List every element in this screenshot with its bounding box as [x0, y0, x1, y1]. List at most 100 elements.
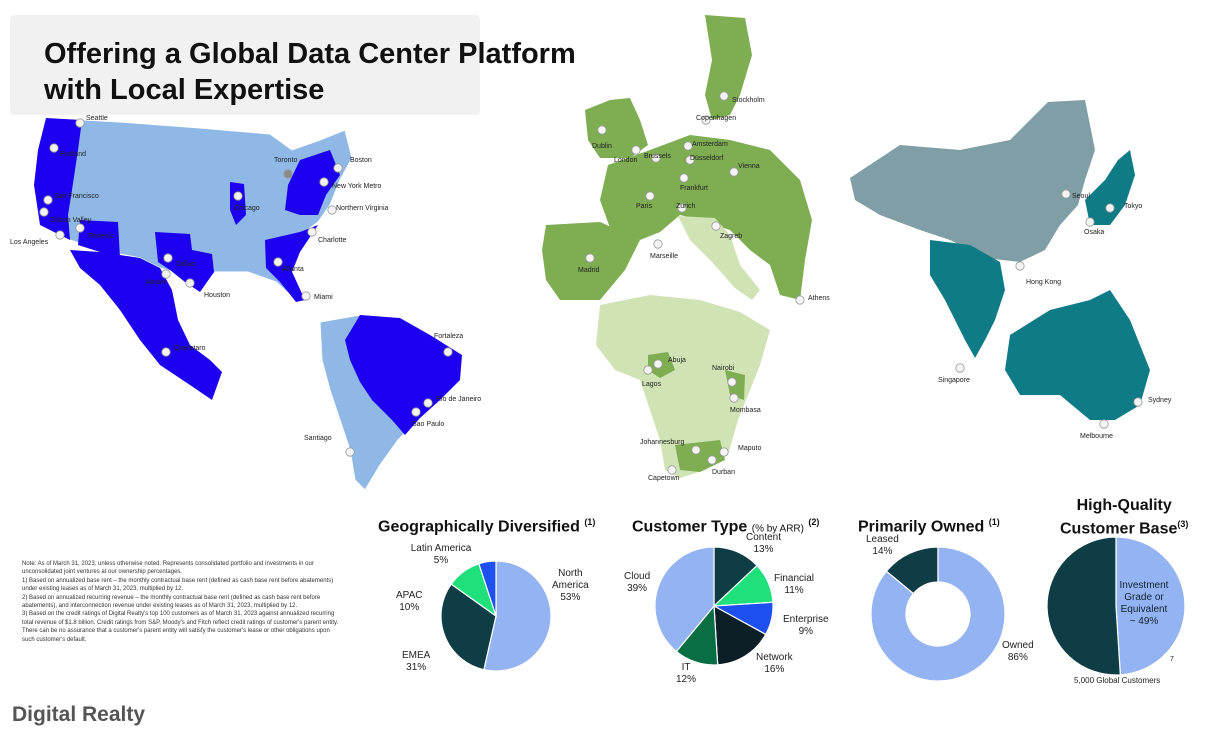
- geo-chart-note: (1): [584, 517, 596, 527]
- city-marker-northern-virginia: [327, 205, 337, 215]
- city-marker-dublin: [597, 125, 607, 135]
- city-marker-dallas: [163, 253, 173, 263]
- city-markers: Seattle Portland San Francisco Silicon Vall…: [10, 91, 1172, 482]
- city-label-johannesburg: Johannesburg: [640, 439, 684, 446]
- owned-chart-note: (1): [988, 517, 1000, 527]
- customer-label-content: Content 13%: [746, 532, 782, 555]
- city-label-northern-virginia: Northern Virginia: [336, 205, 389, 212]
- city-marker-d-sseldorf: [685, 155, 695, 165]
- city-marker-lagos: [643, 365, 653, 375]
- geo-label-north-america: North America 53%: [552, 568, 589, 603]
- city-label-charlotte: Charlotte: [318, 237, 347, 244]
- city-marker-stockholm: [719, 91, 729, 101]
- footnote-2: 2) Based on annualized recurring revenue…: [22, 594, 321, 610]
- owned-label-leased: Leased 14%: [866, 534, 899, 557]
- city-label-san-francisco: San Francisco: [54, 193, 99, 200]
- city-marker-brussels: [651, 153, 661, 163]
- quality-footer-text: 5,000 Global Customers: [1074, 676, 1161, 685]
- europe-africa-map: [542, 15, 812, 478]
- quality-label-investment-grade: Investment Grade or Equivalent ~ 49%: [1119, 580, 1169, 627]
- footnote-note: Note: As of March 31, 2023, unless other…: [22, 561, 314, 576]
- city-marker-durban: [707, 455, 717, 465]
- city-marker-fortaleza: [443, 347, 453, 357]
- city-label-zurich: Zurich: [676, 203, 696, 210]
- city-label-rio-de-janeiro: Rio de Janeiro: [436, 396, 481, 403]
- city-label-miami: Miami: [314, 294, 333, 301]
- customer-chart-title: Customer Type (% by ARR) (2): [632, 513, 819, 538]
- pie-slice-other: [1046, 536, 1121, 676]
- city-marker-new-york-metro: [319, 177, 329, 187]
- slide: Seattle Portland San Francisco Silicon Vall…: [10, 15, 1189, 685]
- owned-donut-chart: [870, 546, 1006, 682]
- geo-chart-title-text: Geographically Diversified: [378, 518, 580, 536]
- city-marker-capetown: [667, 465, 677, 475]
- city-marker-los-angeles: [55, 230, 65, 240]
- pie-slice-owned: [870, 546, 1006, 682]
- city-label-dallas: Dallas: [176, 261, 196, 268]
- city-label-chicago: Chicago: [234, 205, 260, 212]
- city-marker-zurich: [677, 203, 687, 213]
- geo-pie-chart: [440, 560, 552, 672]
- city-label-sao-paulo: Sao Paulo: [412, 421, 444, 428]
- world-map: Seattle Portland San Francisco Silicon Vall…: [10, 15, 1172, 491]
- arizona-shape: [78, 220, 120, 258]
- customer-label-network: Network 16%: [756, 652, 793, 675]
- customer-label-financial: Financial 11%: [774, 573, 815, 596]
- customer-chart-unit: (% by ARR): [751, 523, 804, 535]
- city-label-maputo: Maputo: [738, 445, 761, 452]
- quality-corner-mark: 7: [1170, 656, 1174, 663]
- city-marker-athens: [795, 295, 805, 305]
- city-label-atlanta: Atlanta: [282, 266, 304, 273]
- city-label-toronto: Toronto: [274, 157, 297, 164]
- city-marker-melbourne: [1099, 419, 1109, 429]
- footnote-1: 1) Based on annualized base rent – the m…: [22, 577, 334, 593]
- city-label-london: London: [614, 157, 637, 164]
- city-label-amsterdam: Amsterdam: [692, 141, 728, 148]
- city-marker-madrid: [585, 253, 595, 263]
- city-marker-sydney: [1133, 397, 1143, 407]
- city-label-dublin: Dublin: [592, 143, 612, 150]
- city-label-singapore: Singapore: [938, 377, 970, 384]
- city-label-lagos: Lagos: [642, 381, 662, 388]
- city-marker-paris: [645, 191, 655, 201]
- city-marker-singapore: [955, 363, 965, 373]
- pie-slice-north-america: [483, 560, 552, 672]
- city-label-madrid: Madrid: [578, 267, 600, 274]
- geo-label-latin-america: Latin America 5%: [410, 543, 472, 566]
- footnotes: Note: As of March 31, 2023, unless other…: [22, 560, 340, 644]
- city-marker-san-francisco: [43, 195, 53, 205]
- scandinavia-shape: [705, 15, 752, 120]
- japan-korea-shape: [1085, 150, 1135, 225]
- northeast-states-shape: [285, 150, 340, 215]
- city-label-portland: Portland: [60, 151, 86, 158]
- city-marker-copenhagen: [701, 115, 711, 125]
- city-marker-sao-paulo: [411, 407, 421, 417]
- pie-slice-investment-grade-or-equivalent: [1115, 536, 1186, 676]
- customer-label-enterprise: Enterprise 9%: [783, 614, 829, 637]
- city-label-paris: Paris: [636, 203, 652, 210]
- city-label-phoenix: Phoenix: [88, 233, 114, 240]
- geo-chart-title: Geographically Diversified (1): [378, 513, 595, 536]
- city-marker-miami: [301, 291, 311, 301]
- geo-label-emea: EMEA 31%: [402, 650, 431, 673]
- city-label-melbourne: Melbourne: [1080, 433, 1113, 440]
- city-label-hong-kong: Hong Kong: [1026, 279, 1061, 286]
- customer-chart-note: (2): [808, 517, 820, 527]
- city-marker-phoenix: [75, 223, 85, 233]
- city-marker-atlanta: [273, 257, 283, 267]
- city-label-tokyo: Tokyo: [1124, 203, 1142, 210]
- city-marker-hong-kong: [1015, 261, 1025, 271]
- pie-slice-latin-america: [478, 560, 497, 617]
- customer-label-cloud: Cloud 39%: [624, 571, 651, 594]
- footnote-3: 3) Based on the credit ratings of Digita…: [22, 611, 339, 643]
- city-marker-vienna: [729, 167, 739, 177]
- city-label-seattle: Seattle: [86, 115, 108, 122]
- city-label-durban: Durban: [712, 469, 735, 476]
- city-label-fortaleza: Fortaleza: [434, 333, 463, 340]
- owned-chart-title: Primarily Owned (1): [858, 513, 1000, 536]
- americas-map: [33, 117, 463, 491]
- city-label-nairobi: Nairobi: [712, 365, 735, 372]
- southeast-asia-shape: [930, 240, 1005, 358]
- texas-shape: [155, 232, 214, 292]
- city-label-new-york-metro: New York Metro: [332, 183, 382, 190]
